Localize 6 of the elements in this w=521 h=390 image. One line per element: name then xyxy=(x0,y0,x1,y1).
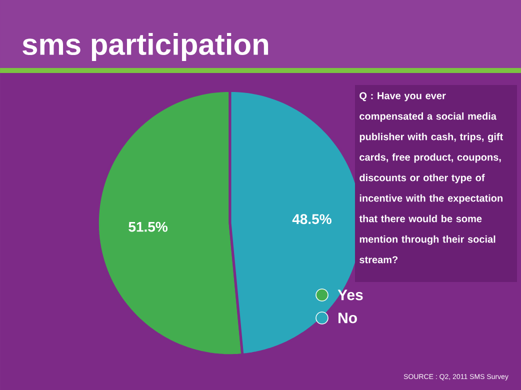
legend-label: Yes xyxy=(338,290,363,300)
text: Q : Have you ever compensated a social media publisher with cash, trips, gift cards, free product, coupons, discounts or other type of incentive with the expectation that there would be some mention through their social stream? xyxy=(359,92,503,264)
data-label: 51.5% xyxy=(128,222,168,232)
legend-label: No xyxy=(338,312,357,324)
data-label: 48.5% xyxy=(292,214,332,224)
chart-title: sms participation xyxy=(22,33,268,61)
